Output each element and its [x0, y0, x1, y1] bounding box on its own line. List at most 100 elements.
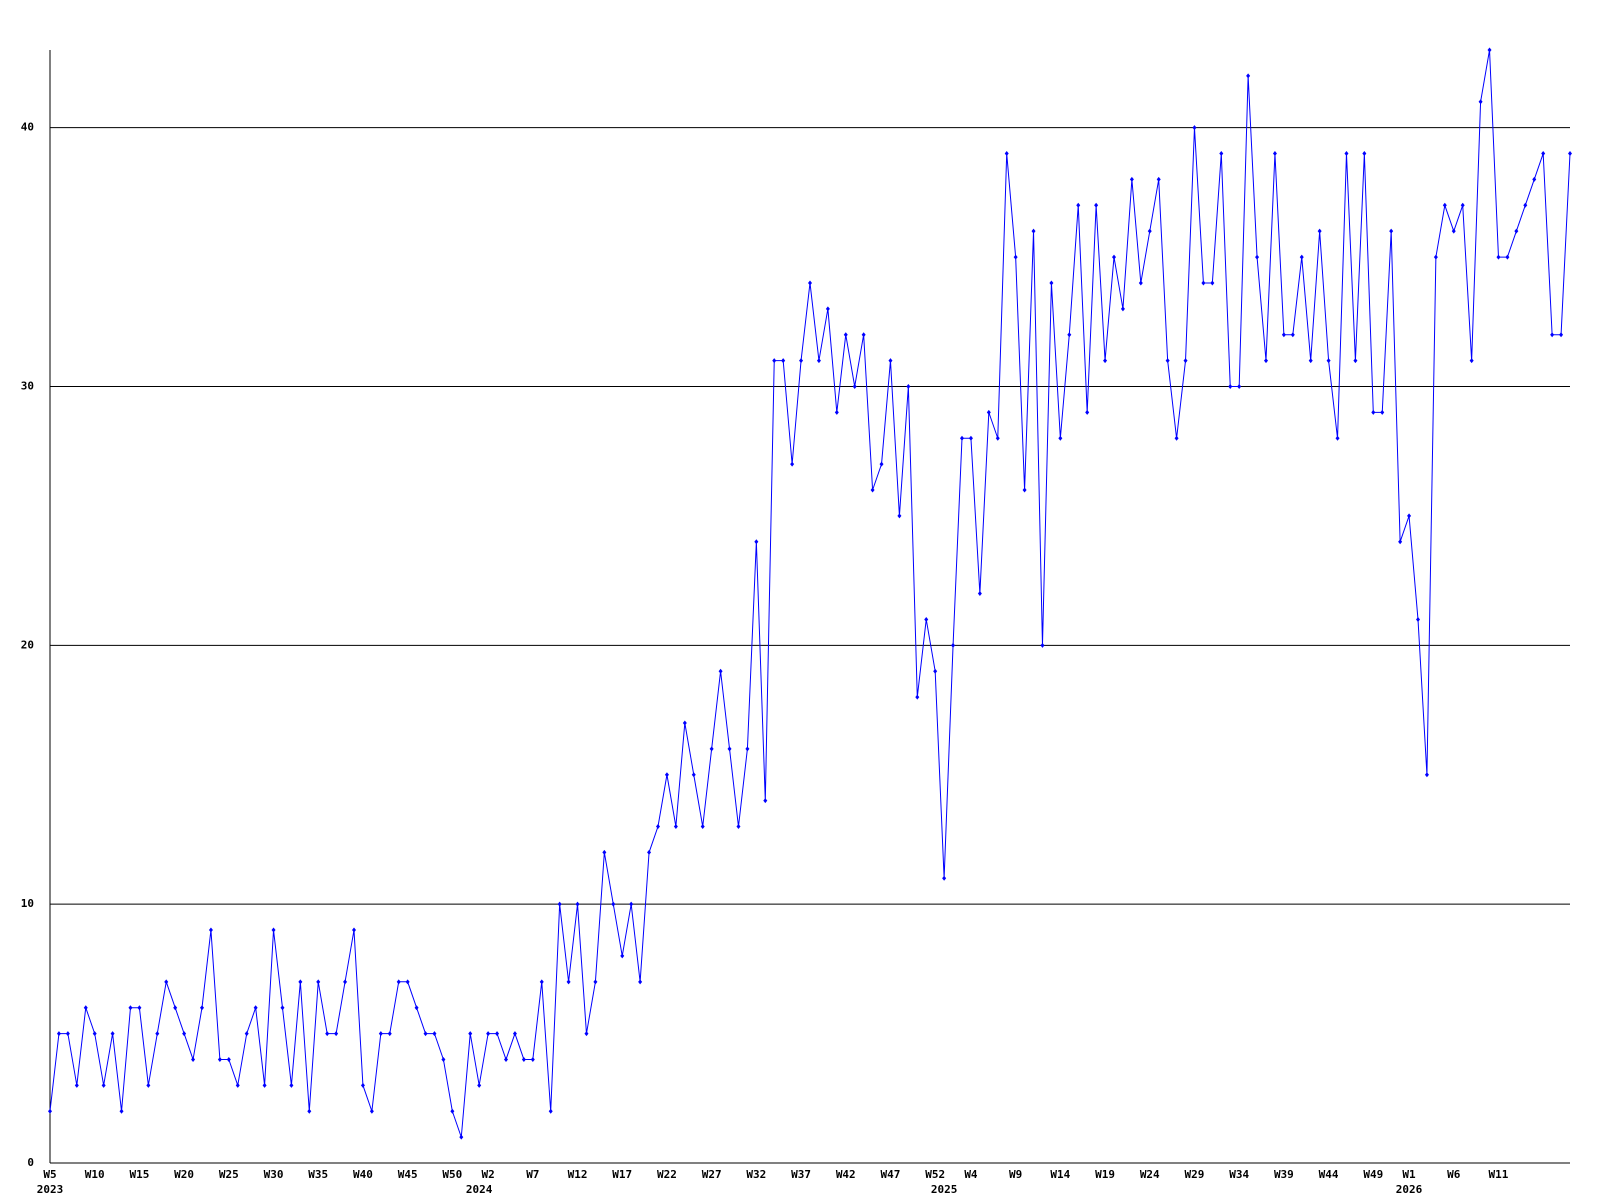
data-point — [1129, 176, 1134, 182]
x-tick-label: W15 — [129, 1168, 149, 1181]
y-tick-label: 30 — [21, 379, 34, 392]
x-tick-label: W4 — [964, 1168, 978, 1181]
data-point — [441, 1056, 446, 1062]
data-point — [808, 280, 812, 286]
data-point — [924, 616, 929, 622]
y-tick-label: 10 — [21, 897, 34, 910]
data-point — [352, 927, 356, 933]
x-tick-label: W52 — [925, 1168, 945, 1181]
data-point — [968, 435, 973, 441]
data-point — [1407, 513, 1412, 519]
x-tick-label: W19 — [1095, 1168, 1115, 1181]
data-point — [200, 1005, 204, 1011]
data-point — [173, 1005, 178, 1011]
data-point — [1442, 202, 1447, 208]
data-point — [1031, 228, 1036, 234]
data-point — [307, 1108, 312, 1114]
data-point — [1281, 332, 1286, 338]
data-point — [834, 409, 839, 415]
data-point — [656, 824, 660, 830]
y-tick-label: 20 — [21, 638, 34, 651]
data-point — [960, 435, 964, 441]
data-point — [647, 849, 652, 855]
data-point — [521, 1056, 526, 1062]
data-point — [1424, 772, 1429, 778]
data-point — [369, 1108, 374, 1114]
data-point — [1049, 280, 1054, 286]
data-point — [727, 746, 732, 752]
data-point — [1040, 642, 1045, 648]
data-point — [781, 358, 786, 364]
data-point — [1237, 383, 1242, 389]
data-point — [1183, 358, 1188, 364]
data-point — [289, 1082, 294, 1088]
data-point — [1067, 332, 1072, 338]
data-point — [343, 979, 348, 985]
data-point — [1308, 358, 1313, 364]
data-point — [691, 772, 696, 778]
data-point — [530, 1056, 535, 1062]
data-point — [325, 1031, 330, 1037]
x-tick-label: W14 — [1050, 1168, 1070, 1181]
data-point — [1532, 176, 1537, 182]
data-point — [843, 332, 848, 338]
data-point — [718, 668, 723, 674]
data-point — [137, 1005, 142, 1011]
data-point — [1255, 254, 1260, 260]
x-tick-label: W5 — [43, 1168, 56, 1181]
data-point — [1487, 47, 1492, 53]
x-tick-label: W34 — [1229, 1168, 1249, 1181]
data-line — [49, 49, 1571, 1138]
data-point — [244, 1031, 249, 1037]
data-point — [1335, 435, 1340, 441]
x-tick-label: W35 — [308, 1168, 328, 1181]
data-point — [262, 1082, 267, 1088]
data-point — [271, 927, 276, 933]
data-point — [1380, 409, 1385, 415]
data-point — [1398, 539, 1403, 545]
data-point — [432, 1031, 437, 1037]
data-point — [1272, 151, 1277, 157]
data-point — [682, 720, 687, 726]
data-point — [539, 979, 544, 985]
data-point — [870, 487, 875, 493]
data-point — [1085, 409, 1090, 415]
data-point — [584, 1031, 589, 1037]
data-point — [566, 979, 571, 985]
y-tick-label: 0 — [27, 1156, 34, 1169]
data-point — [1326, 358, 1331, 364]
data-point — [745, 746, 750, 752]
data-point — [951, 642, 956, 648]
data-point — [593, 979, 598, 985]
year-label: 2026 — [1396, 1183, 1423, 1196]
data-point — [1138, 280, 1143, 286]
data-point — [74, 1082, 79, 1088]
data-point — [423, 1031, 428, 1037]
data-point — [1568, 151, 1572, 157]
data-point — [602, 849, 607, 855]
x-tick-label: W27 — [702, 1168, 722, 1181]
data-point — [1299, 254, 1304, 260]
data-point — [504, 1056, 508, 1062]
x-tick-label: W12 — [568, 1168, 588, 1181]
data-point — [414, 1005, 419, 1011]
data-point — [557, 901, 562, 907]
data-point — [825, 306, 830, 312]
x-tick-label: W32 — [746, 1168, 766, 1181]
x-tick-label: W17 — [612, 1168, 632, 1181]
data-point — [1147, 228, 1152, 234]
data-point — [217, 1056, 222, 1062]
x-tick-label: W37 — [791, 1168, 811, 1181]
x-tick-label: W45 — [398, 1168, 418, 1181]
data-point — [1469, 358, 1474, 364]
data-point — [512, 1031, 517, 1037]
data-point — [191, 1056, 196, 1062]
x-tick-label: W40 — [353, 1168, 373, 1181]
data-point — [450, 1108, 455, 1114]
data-point — [1416, 616, 1420, 622]
data-point — [1210, 280, 1215, 286]
year-label: 2024 — [466, 1183, 493, 1196]
data-point — [1076, 202, 1081, 208]
data-point — [1120, 306, 1125, 312]
data-point — [611, 901, 616, 907]
